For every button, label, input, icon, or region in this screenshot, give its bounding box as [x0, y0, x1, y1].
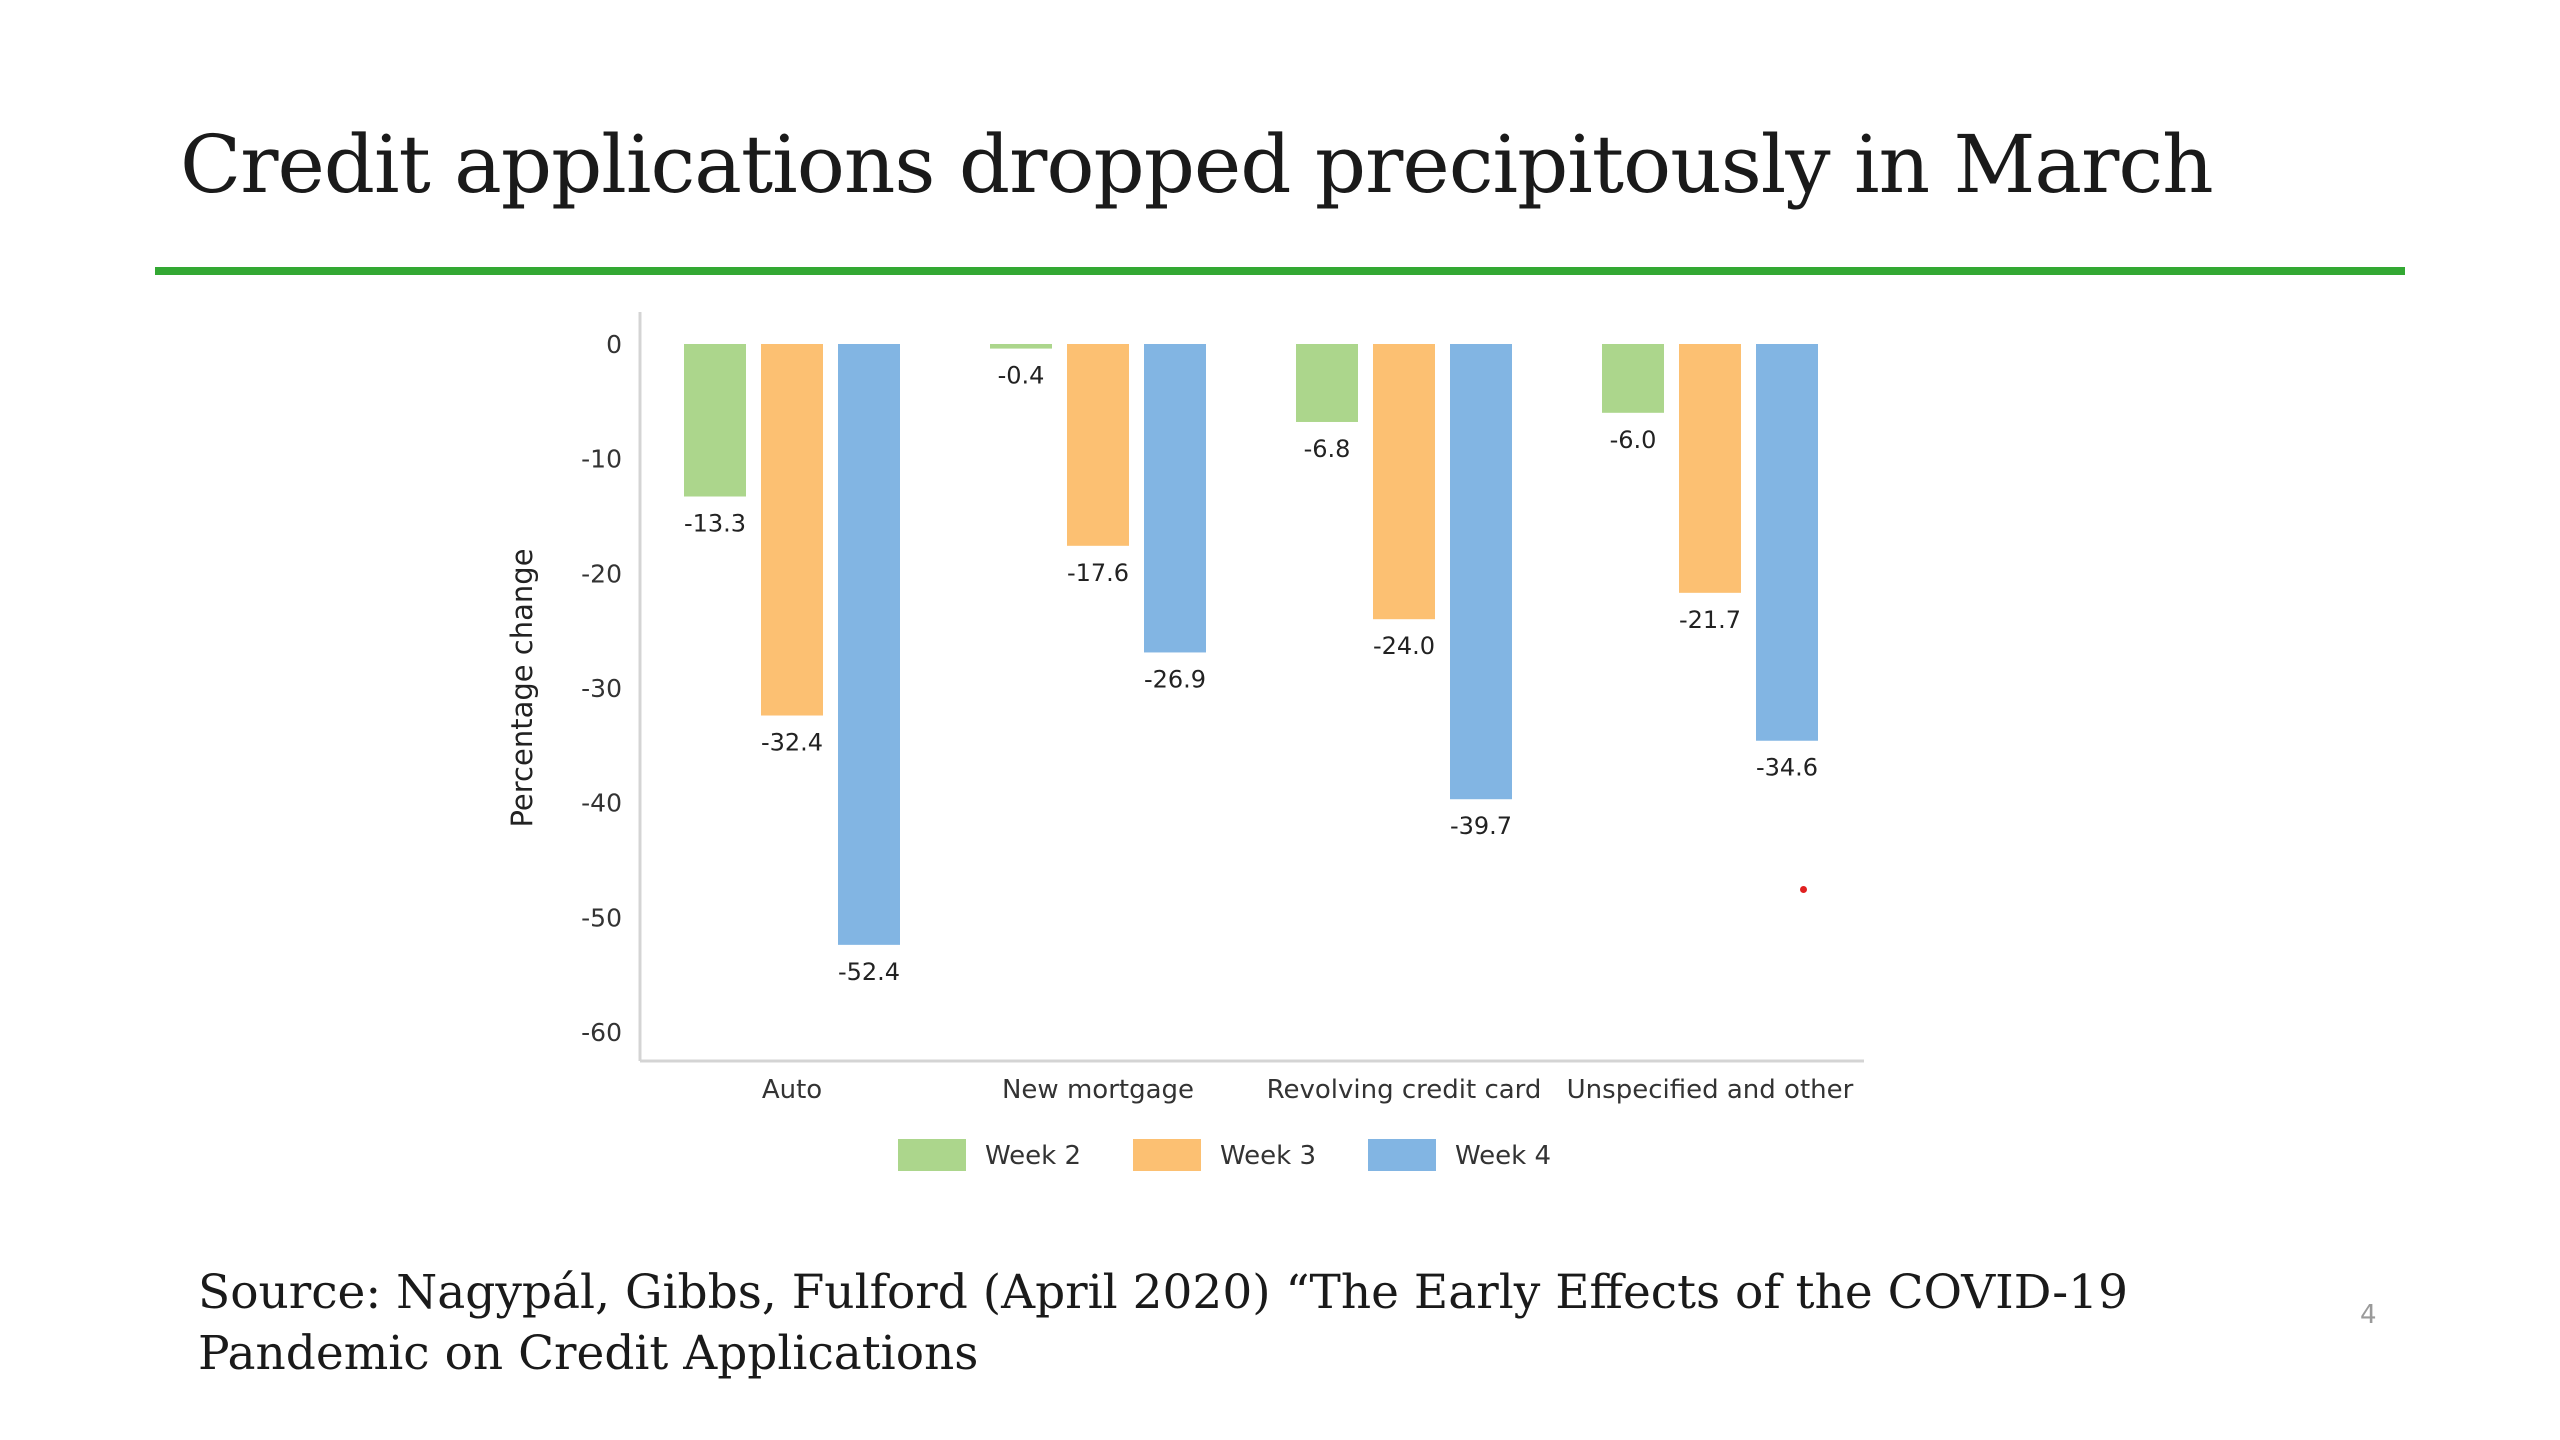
- legend-swatch: [898, 1139, 966, 1171]
- y-tick-label: -30: [581, 674, 622, 703]
- slide-title: Credit applications dropped precipitousl…: [180, 118, 2214, 211]
- data-label: -6.8: [1304, 435, 1351, 463]
- legend-label: Week 4: [1455, 1141, 1551, 1171]
- bar-week-2: [684, 344, 746, 497]
- data-label: -24.0: [1373, 632, 1435, 660]
- chart-legend: Week 2 Week 3 Week 4: [898, 1139, 1551, 1171]
- data-label: -52.4: [838, 958, 900, 986]
- legend-swatch: [1368, 1139, 1436, 1171]
- y-tick-label: -50: [581, 903, 622, 932]
- y-tick-label: -20: [581, 559, 622, 588]
- data-label: -0.4: [998, 362, 1045, 390]
- bar-week-4: [1756, 344, 1818, 741]
- y-tick-label: -10: [581, 445, 622, 474]
- bar-week-2: [1602, 344, 1664, 413]
- legend-swatch: [1133, 1139, 1201, 1171]
- title-divider: [155, 267, 2405, 275]
- y-tick-label: -40: [581, 789, 622, 818]
- bar-week-3: [1067, 344, 1129, 546]
- credit-applications-bar-chart: 0 -10 -20 -30 -40 -50 -60 Percentage change Auto…: [505, 312, 1864, 1171]
- legend-label: Week 2: [985, 1141, 1081, 1171]
- bar-week-3: [761, 344, 823, 716]
- chart-bars: [684, 344, 1818, 945]
- chart-axes: 0 -10 -20 -30 -40 -50 -60 Percentage change Auto…: [505, 312, 1864, 1105]
- source-citation: Source: Nagypál, Gibbs, Fulford (April 2…: [198, 1265, 2128, 1381]
- bar-week-4: [1450, 344, 1512, 800]
- x-tick-label: New mortgage: [1002, 1075, 1194, 1105]
- bar-week-3: [1373, 344, 1435, 620]
- chart-data-labels: -13.3 -32.4 -52.4 -0.4 -17.6 -26.9 -6.8 -24.0 -3…: [684, 362, 1818, 986]
- data-label: -17.6: [1067, 559, 1129, 587]
- data-label: -13.3: [684, 510, 746, 538]
- data-label: -6.0: [1610, 426, 1657, 454]
- annotation-dot: [1800, 886, 1807, 893]
- bar-week-2: [990, 344, 1052, 349]
- data-label: -32.4: [761, 729, 823, 757]
- bar-week-2: [1296, 344, 1358, 422]
- data-label: -21.7: [1679, 606, 1741, 634]
- bar-week-4: [838, 344, 900, 945]
- y-axis-title: Percentage change: [505, 548, 539, 827]
- y-tick-label: 0: [606, 330, 622, 359]
- bar-week-3: [1679, 344, 1741, 593]
- data-label: -39.7: [1450, 812, 1512, 840]
- data-label: -26.9: [1144, 665, 1206, 693]
- x-tick-label: Auto: [762, 1075, 822, 1105]
- y-tick-label: -60: [581, 1018, 622, 1047]
- bar-week-4: [1144, 344, 1206, 653]
- x-tick-label: Unspecified and other: [1567, 1075, 1854, 1105]
- page-number: 4: [2360, 1300, 2377, 1330]
- legend-label: Week 3: [1220, 1141, 1316, 1171]
- x-tick-label: Revolving credit card: [1267, 1075, 1542, 1105]
- data-label: -34.6: [1756, 754, 1818, 782]
